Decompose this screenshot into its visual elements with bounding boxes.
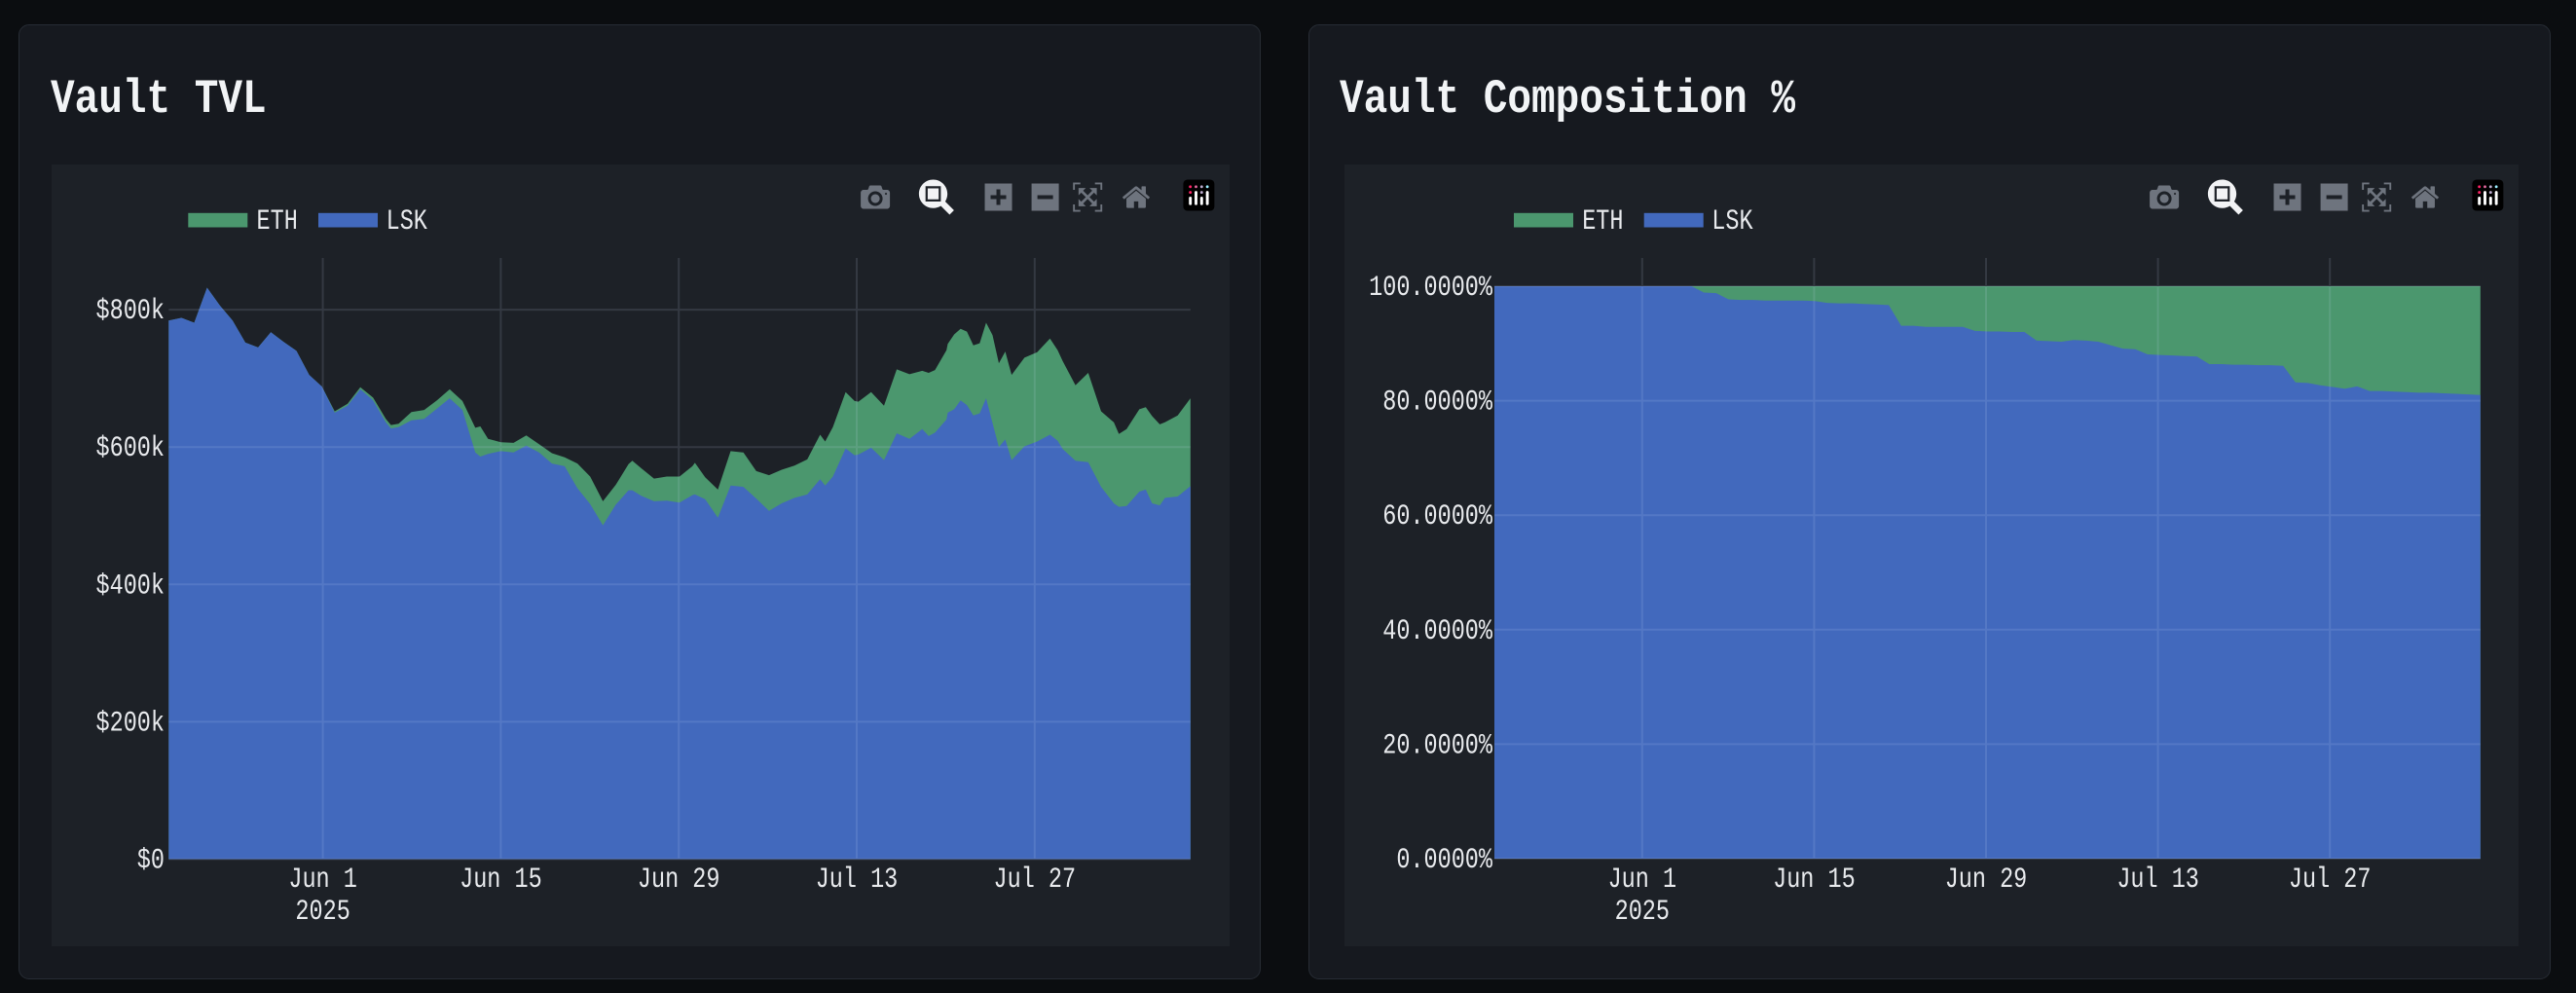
svg-text:Vault TVL: Vault TVL xyxy=(51,72,267,127)
svg-text:Jun 1: Jun 1 xyxy=(1608,864,1676,897)
svg-text:Jun 29: Jun 29 xyxy=(638,864,720,897)
svg-text:Jun 15: Jun 15 xyxy=(1773,864,1856,897)
svg-text:$600k: $600k xyxy=(96,433,165,465)
svg-text:$200k: $200k xyxy=(96,708,165,740)
svg-text:100.0000%: 100.0000% xyxy=(1369,273,1493,305)
svg-text:80.0000%: 80.0000% xyxy=(1382,386,1492,419)
svg-text:Jun 1: Jun 1 xyxy=(288,864,356,897)
svg-text:40.0000%: 40.0000% xyxy=(1382,615,1492,647)
svg-text:Jul 13: Jul 13 xyxy=(2116,864,2199,897)
svg-text:Jun 15: Jun 15 xyxy=(460,864,542,897)
svg-text:Jul 27: Jul 27 xyxy=(994,864,1077,897)
svg-text:2025: 2025 xyxy=(295,897,350,929)
svg-text:0.0000%: 0.0000% xyxy=(1396,845,1492,877)
svg-text:20.0000%: 20.0000% xyxy=(1382,730,1492,762)
svg-text:$0: $0 xyxy=(137,845,165,877)
svg-text:LSK: LSK xyxy=(386,206,428,239)
svg-text:Jun 29: Jun 29 xyxy=(1945,864,2028,897)
svg-text:Jul 27: Jul 27 xyxy=(2289,864,2372,897)
svg-text:60.0000%: 60.0000% xyxy=(1382,501,1492,533)
svg-text:ETH: ETH xyxy=(1582,206,1623,239)
svg-text:$800k: $800k xyxy=(96,296,165,328)
svg-text:LSK: LSK xyxy=(1711,206,1753,239)
svg-text:Jul 13: Jul 13 xyxy=(816,864,899,897)
svg-text:2025: 2025 xyxy=(1615,897,1670,929)
svg-text:Vault Composition %: Vault Composition % xyxy=(1340,72,1796,127)
svg-text:$400k: $400k xyxy=(96,570,165,603)
svg-text:ETH: ETH xyxy=(257,206,298,239)
